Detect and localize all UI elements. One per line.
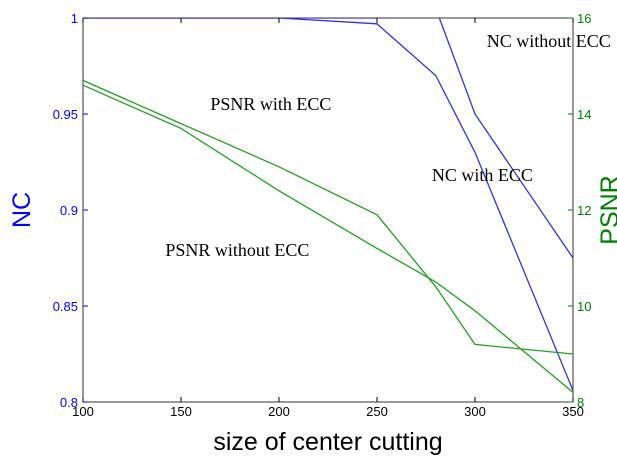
- y-left-tick-label: 0.8: [60, 395, 78, 410]
- series-annotation: PSNR with ECC: [210, 94, 331, 114]
- y-left-tick-label: 0.95: [53, 107, 78, 122]
- y-left-tick-label: 0.9: [60, 203, 78, 218]
- y-right-tick-label: 12: [577, 203, 591, 218]
- y-axis-label-right: PSNR: [596, 175, 617, 244]
- series-annotation: NC without ECC: [487, 31, 611, 51]
- y-right-tick-label: 10: [577, 299, 591, 314]
- x-tick-label: 300: [464, 404, 486, 419]
- x-axis-label: size of center cutting: [213, 428, 442, 456]
- y-right-tick-label: 14: [577, 107, 591, 122]
- x-tick-label: 150: [170, 404, 192, 419]
- y-axis-label-left: NC: [8, 192, 36, 228]
- series-line-1: [83, 18, 573, 391]
- series-line-3: [83, 79, 573, 355]
- series-annotation: NC with ECC: [432, 165, 533, 185]
- x-tick-label: 100: [72, 404, 94, 419]
- y-left-tick-label: 1: [71, 11, 78, 26]
- x-tick-label: 250: [366, 404, 388, 419]
- y-right-tick-label: 16: [577, 11, 591, 26]
- y-left-tick-label: 0.85: [53, 299, 78, 314]
- plot-area: [82, 17, 574, 403]
- x-tick-label: 350: [562, 404, 584, 419]
- y-right-tick-label: 8: [577, 395, 584, 410]
- series-layer: [83, 18, 573, 393]
- series-annotation: PSNR without ECC: [165, 240, 309, 260]
- series-line-4: [83, 84, 573, 393]
- series-line-2: [83, 18, 573, 259]
- x-tick-label: 200: [268, 404, 290, 419]
- annotation-layer: NC without ECC PSNR with ECC NC with ECC PS…: [165, 31, 610, 260]
- tick-layer: 100 150 200 250 300 350 0.8 0.85 0.9 0.95 1 8 10 12 14…: [53, 11, 592, 419]
